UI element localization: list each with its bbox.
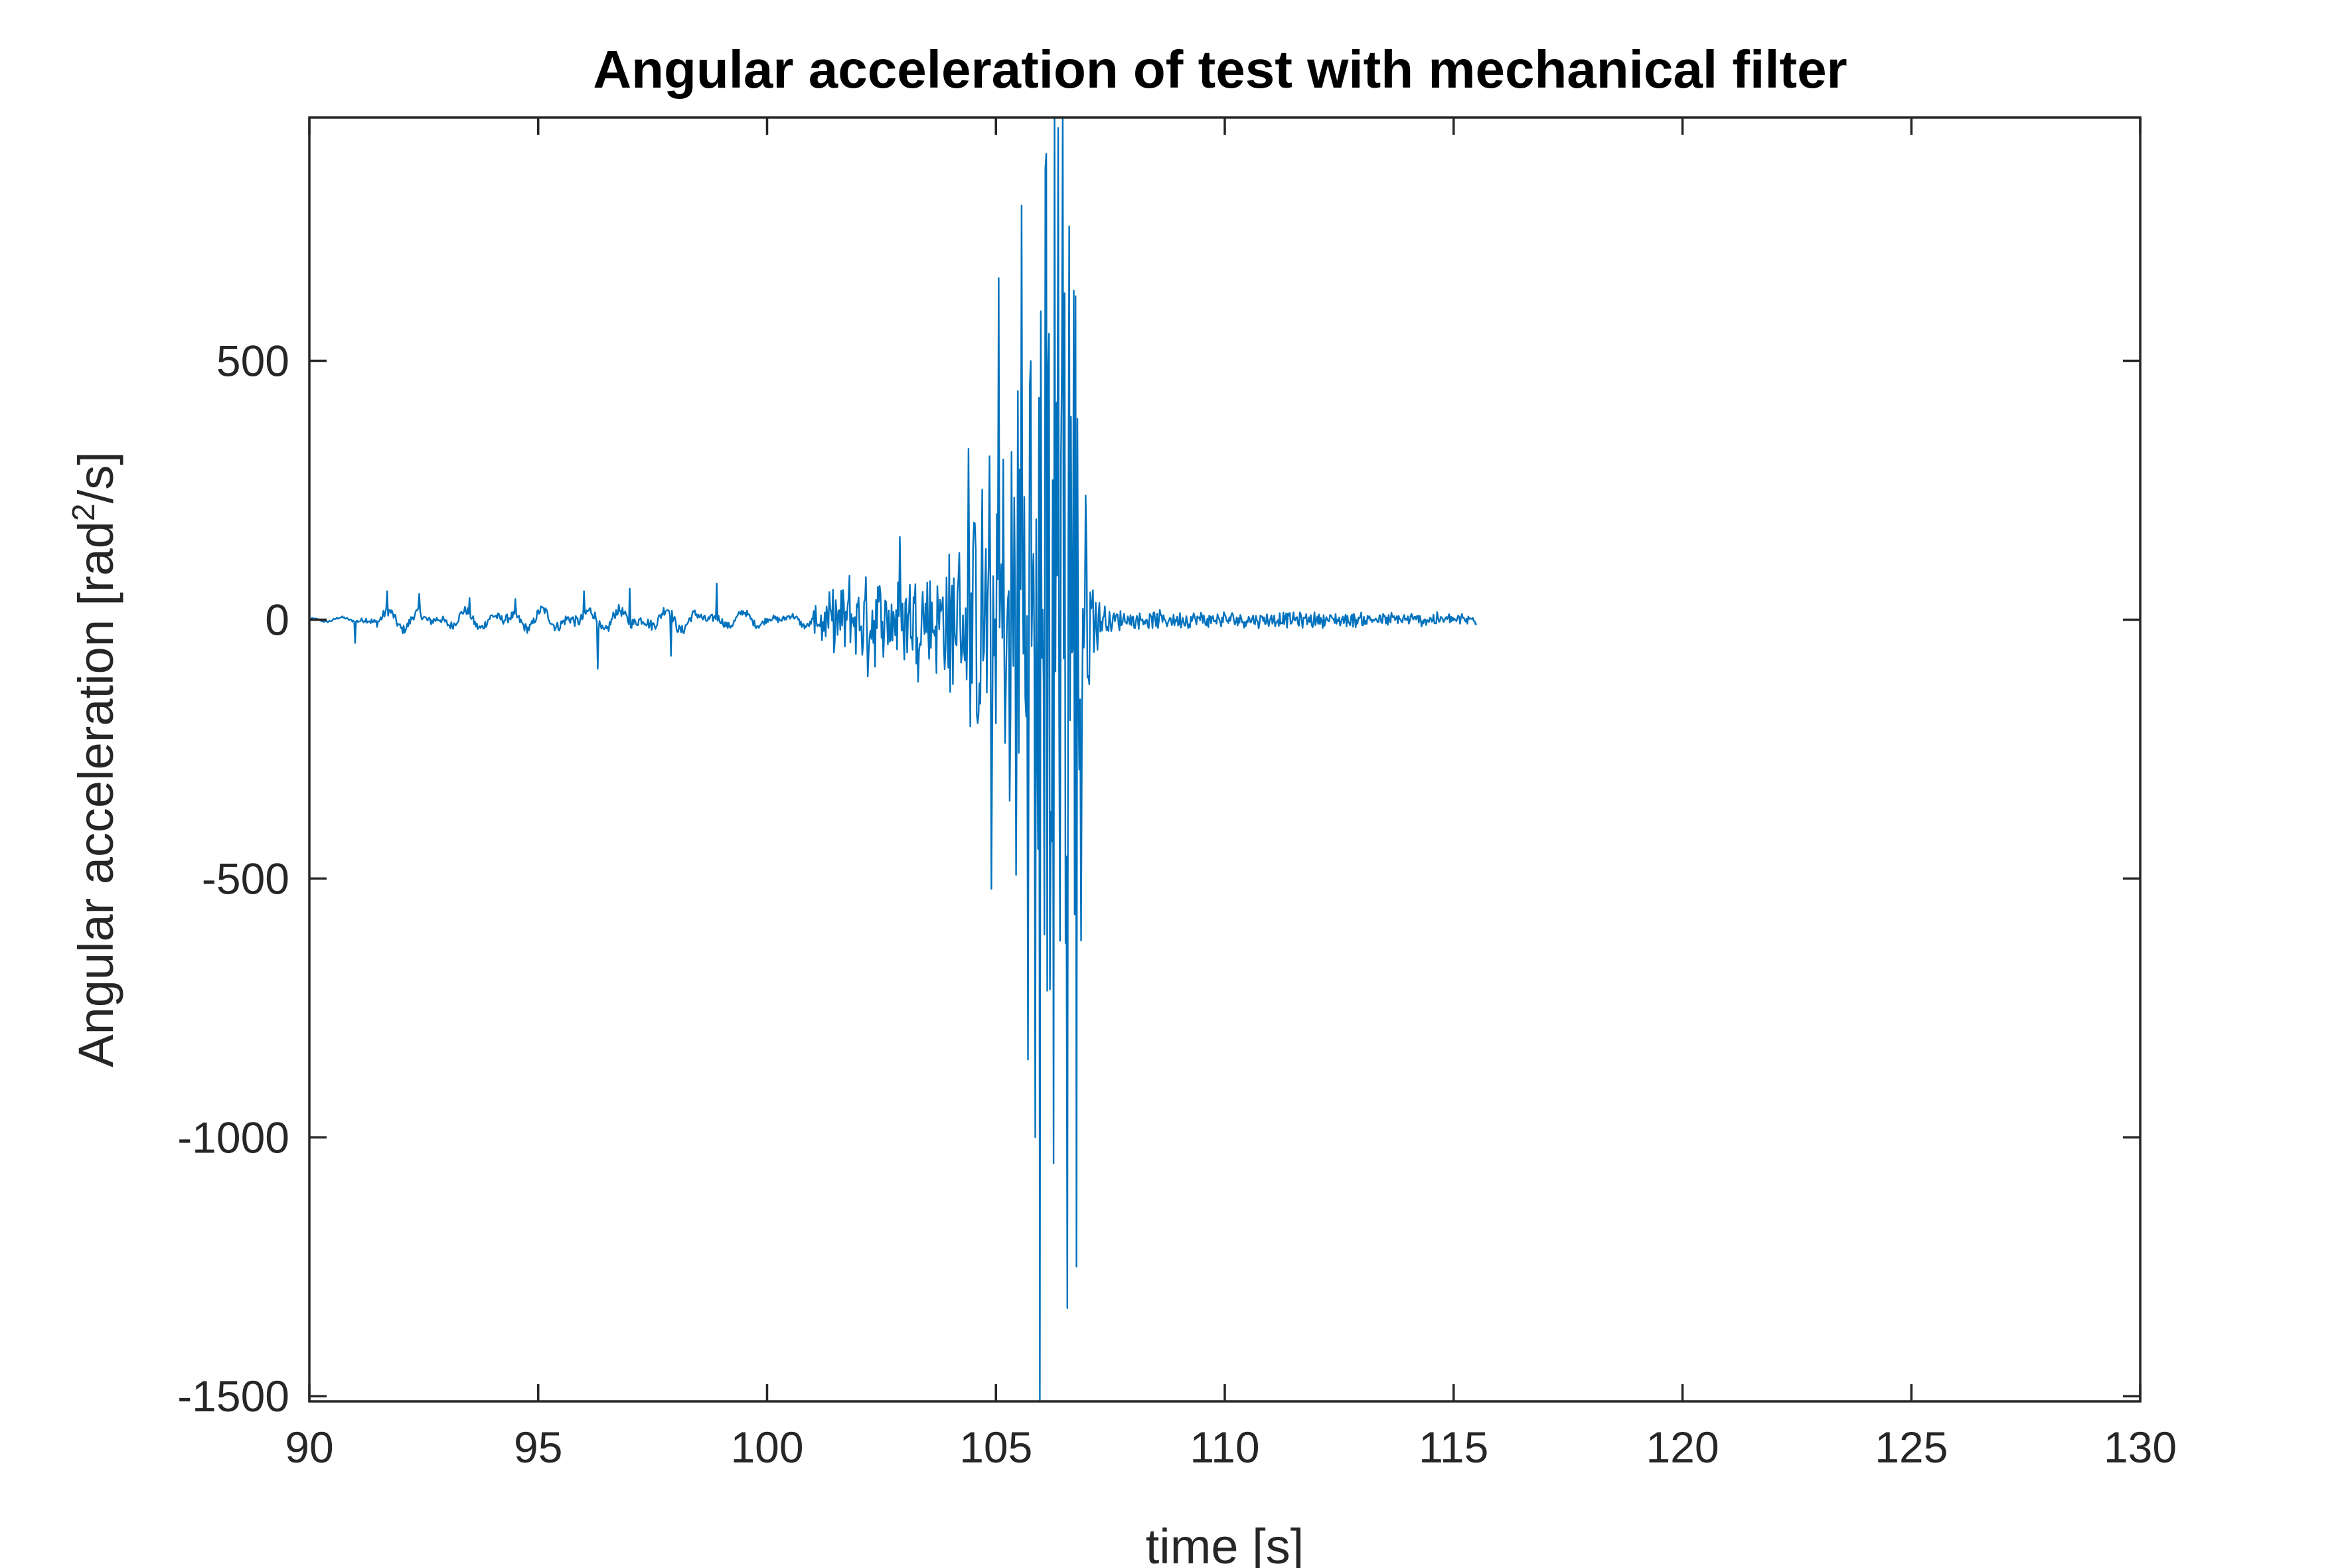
y-axis-label-main: Angular acceleration [rad bbox=[68, 521, 123, 1067]
y-tick-label: -1500 bbox=[177, 1372, 289, 1421]
x-tick-label: 100 bbox=[730, 1423, 803, 1472]
x-axis-label: time [s] bbox=[1146, 1519, 1304, 1568]
series-layer bbox=[309, 118, 1478, 1401]
series-line bbox=[309, 118, 1478, 1401]
x-tick-label: 105 bbox=[959, 1423, 1032, 1472]
x-tick-label: 130 bbox=[2104, 1423, 2177, 1472]
y-tick-label: 0 bbox=[265, 595, 289, 644]
x-tick-label: 90 bbox=[285, 1423, 333, 1472]
y-tick-label: 500 bbox=[216, 337, 289, 386]
y-axis-label-superscript: 2 bbox=[66, 503, 102, 521]
x-tick-label: 120 bbox=[1646, 1423, 1719, 1472]
y-tick-label: -500 bbox=[202, 854, 289, 903]
x-tick-labels: 90 95 100 105 110 115 120 125 130 bbox=[285, 1423, 2177, 1472]
x-tick-label: 115 bbox=[1419, 1423, 1488, 1472]
y-tick-labels: -1500 -1000 -500 0 500 bbox=[177, 337, 289, 1421]
y-axis-label-suffix: /s] bbox=[68, 451, 123, 503]
x-tick-label: 110 bbox=[1190, 1423, 1259, 1472]
y-axis-label: Angular acceleration [rad2/s] bbox=[66, 451, 123, 1067]
x-tick-label: 125 bbox=[1875, 1423, 1948, 1472]
axes-layer bbox=[308, 116, 2142, 1403]
y-tick-label: -1000 bbox=[177, 1113, 289, 1162]
x-tick-label: 95 bbox=[514, 1423, 562, 1472]
plot-area bbox=[309, 118, 1478, 1401]
chart-title: Angular acceleration of test with mechan… bbox=[593, 40, 1847, 99]
